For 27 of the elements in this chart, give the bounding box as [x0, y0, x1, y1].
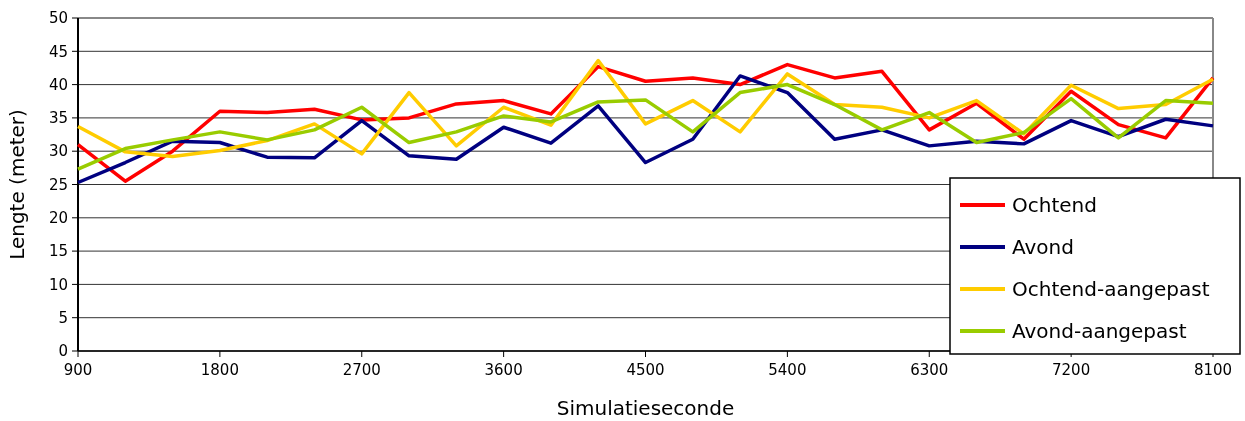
- legend-label: Ochtend: [1012, 193, 1097, 217]
- y-tick-label: 40: [48, 75, 68, 94]
- legend-label: Ochtend-aangepast: [1012, 277, 1210, 301]
- x-tick-label: 8100: [1193, 361, 1233, 379]
- y-tick-label: 0: [58, 342, 68, 361]
- y-tick-label: 5: [58, 308, 68, 327]
- y-tick-label: 50: [48, 9, 68, 28]
- y-tick-label: 15: [48, 242, 68, 261]
- legend-label: Avond-aangepast: [1012, 319, 1187, 343]
- y-tick-label: 35: [48, 109, 68, 128]
- y-tick-label: 20: [48, 209, 68, 228]
- y-tick-label: 45: [48, 42, 68, 61]
- x-tick-label: 3600: [484, 361, 523, 379]
- legend-label: Avond: [1012, 235, 1074, 259]
- y-tick-label: 25: [48, 175, 68, 194]
- x-tick-label: 6300: [910, 361, 949, 379]
- x-tick-label: 900: [63, 361, 93, 379]
- y-tick-label: 30: [48, 142, 68, 161]
- x-tick-label: 4500: [626, 361, 665, 379]
- x-axis-title: Simulatieseconde: [556, 396, 735, 420]
- x-tick-label: 5400: [768, 361, 807, 379]
- line-series: [76, 82, 1215, 171]
- y-axis-title: Lengte (meter): [5, 109, 29, 260]
- y-tick-label: 10: [48, 275, 68, 294]
- x-tick-label: 7200: [1052, 361, 1091, 379]
- x-tick-label: 2700: [342, 361, 381, 379]
- x-tick-label: 1800: [200, 361, 239, 379]
